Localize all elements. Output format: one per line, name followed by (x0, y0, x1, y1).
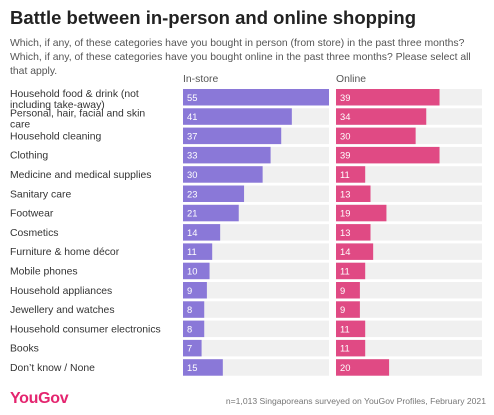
online-bar (336, 262, 366, 280)
category-label: Household consumer electronics (10, 324, 161, 335)
online-track (336, 301, 482, 318)
category-label: Furniture & home décor (10, 247, 120, 258)
instore-value-label: 8 (187, 323, 192, 334)
bar-chart: Household food & drink (not including tak… (10, 89, 482, 376)
instore-value-label: 8 (187, 304, 192, 315)
category-label: Medicine and medical supplies (10, 170, 152, 181)
category-label: Don’t know / None (10, 363, 95, 374)
online-track (336, 224, 482, 241)
instore-value-label: 30 (187, 169, 197, 180)
online-value-label: 39 (340, 92, 350, 103)
instore-bar (183, 185, 245, 202)
online-track (336, 166, 482, 183)
instore-bar (183, 282, 207, 299)
instore-value-label: 37 (187, 130, 197, 141)
instore-value-label: 41 (187, 111, 197, 122)
online-value-label: 20 (340, 362, 350, 373)
chart-subtitle: Which, if any, of these categories have … (10, 38, 471, 77)
category-label: Clothing (10, 151, 48, 162)
category-label: Cosmetics (10, 228, 59, 239)
category-label: Mobile phones (10, 266, 78, 277)
online-column-header: Online (336, 74, 367, 85)
instore-bar (183, 359, 223, 376)
online-bar (336, 127, 416, 145)
instore-bar (183, 262, 210, 280)
instore-track (183, 282, 329, 299)
online-bar (336, 243, 374, 260)
online-bar (336, 359, 390, 376)
instore-bar (183, 127, 282, 145)
category-label: Household cleaning (10, 131, 101, 142)
online-bar (336, 224, 371, 241)
instore-bar (183, 204, 239, 222)
online-track (336, 339, 482, 357)
online-bar (336, 339, 366, 357)
category-label: Household appliances (10, 286, 112, 297)
instore-bar (183, 243, 213, 260)
instore-track (183, 262, 329, 280)
instore-bar (183, 166, 263, 183)
online-value-label: 11 (340, 323, 350, 334)
instore-value-label: 11 (187, 246, 197, 257)
category-label: Footwear (10, 209, 54, 220)
online-value-label: 11 (340, 169, 350, 180)
instore-bar (183, 320, 205, 338)
instore-column-header: In-store (183, 74, 219, 85)
online-value-label: 34 (340, 111, 350, 122)
instore-track (183, 243, 329, 260)
online-bar (336, 320, 366, 338)
category-label: Personal, hair, facial and skin care (10, 108, 145, 130)
chart-title: Battle between in-person and online shop… (10, 7, 416, 28)
instore-value-label: 15 (187, 362, 197, 373)
instore-value-label: 14 (187, 227, 197, 238)
instore-value-label: 55 (187, 92, 197, 103)
online-track (336, 320, 482, 338)
online-value-label: 13 (340, 188, 350, 199)
instore-value-label: 21 (187, 208, 197, 219)
instore-value-label: 10 (187, 265, 197, 276)
online-bar (336, 146, 440, 164)
instore-value-label: 23 (187, 188, 197, 199)
category-label: Sanitary care (10, 189, 71, 200)
instore-track (183, 320, 329, 338)
online-value-label: 9 (340, 285, 345, 296)
online-value-label: 11 (340, 343, 350, 354)
category-label: Jewellery and watches (10, 305, 115, 316)
online-bar (336, 204, 387, 222)
online-value-label: 30 (340, 130, 350, 141)
online-bar (336, 108, 427, 125)
instore-value-label: 33 (187, 150, 197, 161)
category-label: Books (10, 344, 39, 355)
yougov-logo: YouGov (10, 390, 69, 407)
instore-bar (183, 339, 202, 357)
online-bar (336, 282, 360, 299)
instore-track (183, 301, 329, 318)
online-value-label: 14 (340, 246, 350, 257)
instore-track (183, 339, 329, 357)
online-value-label: 19 (340, 208, 350, 219)
instore-bar (183, 108, 292, 125)
instore-value-label: 7 (187, 343, 192, 354)
instore-value-label: 9 (187, 285, 192, 296)
online-value-label: 13 (340, 227, 350, 238)
online-value-label: 39 (340, 150, 350, 161)
instore-bar (183, 146, 271, 164)
online-track (336, 185, 482, 202)
online-value-label: 9 (340, 304, 345, 315)
online-bar (336, 301, 360, 318)
instore-bar (183, 224, 221, 241)
online-track (336, 282, 482, 299)
online-bar (336, 89, 440, 106)
online-value-label: 11 (340, 265, 350, 276)
online-bar (336, 185, 371, 202)
online-track (336, 262, 482, 280)
category-label: Household food & drink (not including tak… (10, 89, 139, 111)
instore-bar (183, 89, 329, 106)
footer-note: n=1,013 Singaporeans surveyed on YouGov … (225, 396, 486, 406)
instore-bar (183, 301, 205, 318)
online-bar (336, 166, 366, 183)
